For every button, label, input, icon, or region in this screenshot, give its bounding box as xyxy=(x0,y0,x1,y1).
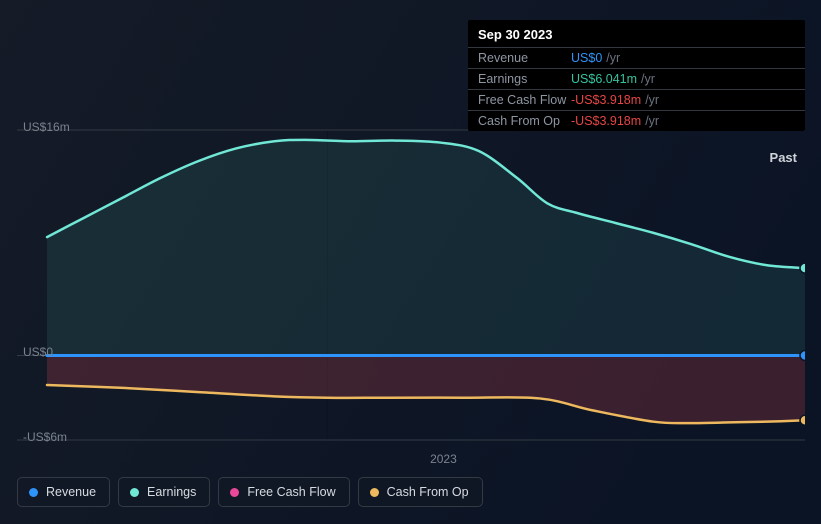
legend-item-label: Cash From Op xyxy=(387,485,469,499)
tooltip-row-unit: /yr xyxy=(645,114,659,128)
tooltip-row-label: Cash From Op xyxy=(478,114,571,128)
tooltip-title: Sep 30 2023 xyxy=(468,27,805,47)
legend-dot-icon xyxy=(130,488,139,497)
legend-dot-icon xyxy=(230,488,239,497)
legend-item-revenue[interactable]: Revenue xyxy=(17,477,110,507)
tooltip-row-value: US$6.041m xyxy=(571,72,637,86)
tooltip-row-unit: /yr xyxy=(645,93,659,107)
tooltip-row: Cash From Op-US$3.918m/yr xyxy=(468,110,805,131)
tooltip-row-unit: /yr xyxy=(606,51,620,65)
y-axis-tick-label: -US$6m xyxy=(23,430,67,444)
legend-dot-icon xyxy=(29,488,38,497)
tooltip-row-label: Free Cash Flow xyxy=(478,93,571,107)
legend-item-cash_from_op[interactable]: Cash From Op xyxy=(358,477,483,507)
y-axis-tick-label: US$0 xyxy=(23,345,53,359)
tooltip-row-value: -US$3.918m xyxy=(571,114,641,128)
past-region-label: Past xyxy=(770,150,797,165)
legend-item-label: Revenue xyxy=(46,485,96,499)
legend-item-free_cash_flow[interactable]: Free Cash Flow xyxy=(218,477,349,507)
tooltip-row-label: Revenue xyxy=(478,51,571,65)
legend-item-earnings[interactable]: Earnings xyxy=(118,477,210,507)
chart-legend: Revenue Earnings Free Cash Flow Cash From O… xyxy=(17,477,483,507)
x-axis-tick-label: 2023 xyxy=(430,452,457,466)
tooltip-row-value: -US$3.918m xyxy=(571,93,641,107)
tooltip-row-value: US$0 xyxy=(571,51,602,65)
tooltip-row: RevenueUS$0/yr xyxy=(468,47,805,68)
tooltip-row-label: Earnings xyxy=(478,72,571,86)
tooltip-row-unit: /yr xyxy=(641,72,655,86)
y-axis-tick-label: US$16m xyxy=(23,120,70,134)
legend-item-label: Earnings xyxy=(147,485,196,499)
tooltip-row: Free Cash Flow-US$3.918m/yr xyxy=(468,89,805,110)
tooltip-row: EarningsUS$6.041m/yr xyxy=(468,68,805,89)
legend-item-label: Free Cash Flow xyxy=(247,485,335,499)
legend-dot-icon xyxy=(370,488,379,497)
data-tooltip: Sep 30 2023 RevenueUS$0/yrEarningsUS$6.0… xyxy=(468,20,805,131)
